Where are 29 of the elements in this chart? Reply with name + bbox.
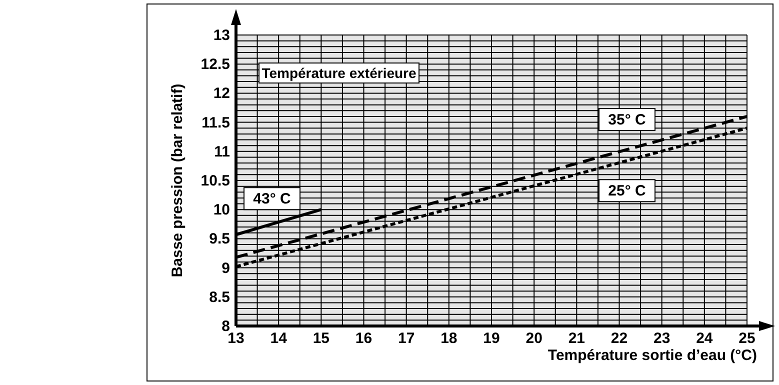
y-tick-label: 10 [213, 202, 230, 219]
x-tick-label: 22 [610, 330, 628, 347]
x-tick-label: 19 [483, 330, 500, 347]
y-tick-label: 10.5 [200, 172, 230, 190]
y-tick-label: 11.5 [202, 114, 230, 132]
series-label: 35° C [608, 112, 646, 129]
x-tick-label: 18 [440, 330, 458, 347]
legend-title: Température extérieure [262, 65, 417, 81]
x-tick-label: 14 [270, 330, 288, 347]
series-label: 43° C [253, 190, 292, 208]
x-tick-label: 16 [355, 330, 372, 347]
y-tick-label: 8.5 [209, 288, 230, 306]
x-axis-title: Température sortie d’eau (°C) [548, 347, 757, 364]
x-tick-label: 15 [312, 330, 330, 347]
y-axis-title: Basse pression (bar relatif) [169, 84, 186, 278]
x-tick-label: 21 [568, 330, 586, 347]
x-tick-label: 24 [696, 330, 714, 347]
y-tick-label: 9.5 [209, 230, 230, 248]
x-tick-label: 25 [738, 330, 756, 347]
x-tick-label: 23 [653, 330, 670, 347]
y-tick-label: 12 [213, 85, 230, 102]
y-tick-label: 11 [214, 143, 230, 160]
y-tick-label: 9 [222, 260, 230, 277]
y-tick-label: 12.5 [200, 56, 230, 74]
y-tick-label: 13 [213, 27, 230, 44]
x-tick-label: 20 [526, 330, 542, 347]
x-tick-label: 17 [398, 330, 415, 347]
series-label: 25° C [608, 182, 646, 200]
y-tick-label: 8 [222, 318, 230, 335]
